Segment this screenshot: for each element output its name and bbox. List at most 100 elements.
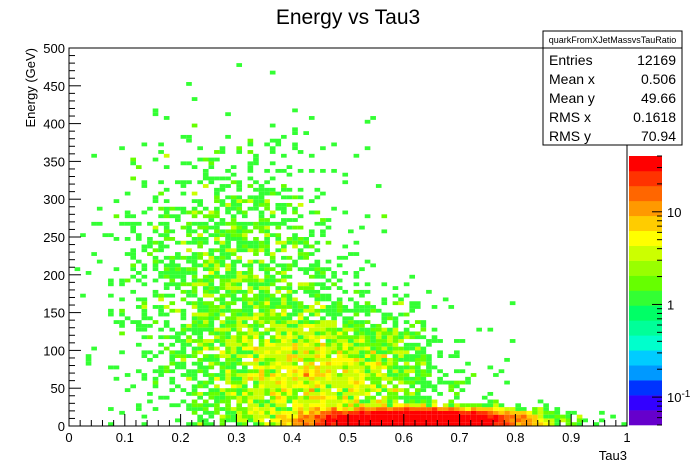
heatmap-cell [487,422,494,427]
heatmap-cell [364,282,371,287]
heatmap-cell [364,312,371,317]
heatmap-cell [253,335,259,340]
heatmap-cell [292,342,298,347]
heatmap-cell [348,369,354,374]
heatmap-cell [141,244,148,249]
heatmap-cell [336,399,343,404]
heatmap-cell [292,391,298,396]
heatmap-cell [381,403,388,408]
heatmap-cell [353,361,360,366]
heatmap-cell [135,165,142,170]
heatmap-cell [342,357,349,362]
heatmap-cell [208,255,215,260]
heatmap-cell [169,301,176,306]
heatmap-cell [359,267,365,272]
heatmap-cell [264,339,270,343]
heatmap-cell [275,233,282,238]
heatmap-cell [219,331,226,336]
heatmap-cell [141,350,148,355]
heatmap-cell [202,225,209,230]
heatmap-cell [292,142,298,147]
heatmap-cell [219,282,226,287]
heatmap-cell [152,248,159,253]
heatmap-cell [214,237,220,241]
heatmap-cell [281,297,287,302]
heatmap-cell [487,407,494,411]
heatmap-cell [247,176,254,181]
heatmap-cell [236,407,243,411]
heatmap-cell [281,274,287,279]
heatmap-cell [370,422,376,427]
heatmap-cell [381,418,388,423]
heatmap-cell [331,422,337,427]
heatmap-cell [348,418,354,423]
heatmap-cell [219,373,226,377]
heatmap-cell [281,395,287,400]
heatmap-cell [264,354,270,359]
heatmap-cell [481,410,488,415]
heatmap-cell [197,233,203,238]
heatmap-cell [409,274,416,279]
heatmap-cell [253,278,259,283]
heatmap-cell [375,399,382,404]
heatmap-cell [230,274,237,279]
y-tick-label: 400 [43,117,65,132]
heatmap-cell [342,327,349,332]
heatmap-cell [208,293,215,298]
heatmap-cell [292,308,298,313]
heatmap-cell [353,414,360,419]
heatmap-cell [202,365,209,370]
heatmap-cell [481,395,488,400]
heatmap-cell [186,134,192,139]
heatmap-cell [420,376,427,381]
heatmap-cell [481,422,488,427]
heatmap-cell [163,116,170,120]
heatmap-cell [180,184,187,188]
heatmap-cell [175,206,181,211]
heatmap-cell [236,357,243,362]
heatmap-cell [269,376,276,381]
heatmap-cell [219,339,226,343]
heatmap-cell [225,391,231,396]
heatmap-cell [236,184,243,188]
heatmap-cell [370,376,376,381]
heatmap-cell [286,339,293,343]
heatmap-cell [548,414,555,419]
heatmap-cell [320,399,326,404]
heatmap-cell [264,342,270,347]
heatmap-cell [336,297,343,302]
heatmap-cell [258,373,265,377]
heatmap-cell [225,233,231,238]
heatmap-cell [158,312,164,317]
heatmap-cell [269,414,276,419]
heatmap-cell [314,418,321,423]
heatmap-cell [236,221,243,226]
heatmap-cell [230,350,237,355]
heatmap-cell [308,116,315,120]
heatmap-cell [197,395,203,400]
heatmap-cell [135,403,142,408]
heatmap-cell [403,369,410,374]
heatmap-cell [236,206,243,211]
heatmap-cell [414,369,421,374]
heatmap-cell [275,202,282,207]
heatmap-cell [175,286,181,290]
heatmap-cell [370,407,376,411]
heatmap-cell [398,350,404,355]
heatmap-cell [191,271,198,275]
heatmap-cell [504,418,510,423]
heatmap-cell [364,305,371,309]
heatmap-cell [336,308,343,313]
color-scale-label: 10 [667,205,681,220]
stats-row-value: 12169 [637,52,676,68]
heatmap-cell [364,369,371,374]
heatmap-cell [225,244,231,249]
heatmap-cell [548,418,555,423]
heatmap-cell [247,138,254,143]
heatmap-cell [236,271,243,275]
heatmap-cell [353,376,360,381]
heatmap-cell [119,410,125,415]
heatmap-cell [336,365,343,370]
heatmap-cell [448,403,455,408]
heatmap-cell [409,342,416,347]
